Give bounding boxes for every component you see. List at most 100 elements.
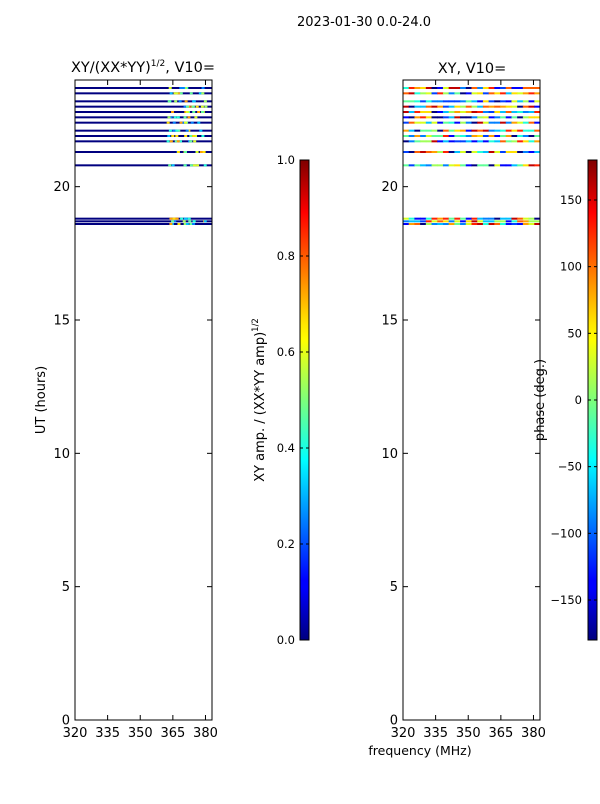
data-cell <box>166 140 170 143</box>
data-cell <box>500 164 507 167</box>
data-cell <box>425 111 433 113</box>
data-cell <box>482 100 490 103</box>
data-cell <box>477 116 484 119</box>
data-cell <box>199 129 203 132</box>
data-cell <box>534 140 541 143</box>
data-cell <box>408 105 415 108</box>
data-cell <box>442 92 450 95</box>
data-cell <box>511 151 518 153</box>
data-cell <box>185 129 189 132</box>
data-cell <box>471 223 478 225</box>
data-cell <box>192 223 196 225</box>
data-cell <box>185 105 189 108</box>
data-cell <box>194 116 198 119</box>
data-cell <box>192 111 196 113</box>
data-cell <box>505 135 512 137</box>
data-cell <box>465 87 472 89</box>
data-cell <box>511 121 518 124</box>
data-cell <box>425 164 433 167</box>
data-cell <box>522 100 530 103</box>
data-cell <box>505 129 512 132</box>
data-cell <box>494 100 501 103</box>
data-cell <box>500 223 507 225</box>
data-cell <box>425 223 433 225</box>
data-cell <box>534 220 541 223</box>
data-cell <box>172 129 176 132</box>
data-cell <box>414 87 421 89</box>
data-cell <box>414 135 421 137</box>
data-cell <box>420 121 427 124</box>
data-cell <box>201 135 205 137</box>
colorbar-tick-label: 0.6 <box>277 345 295 359</box>
data-cell <box>420 92 427 95</box>
data-cell <box>437 140 444 143</box>
data-cell <box>448 135 455 137</box>
data-cell <box>403 129 410 132</box>
data-cell <box>454 121 461 124</box>
data-cell <box>471 92 478 95</box>
data-cell <box>494 116 501 119</box>
data-cell <box>174 140 178 143</box>
data-cell <box>425 217 433 220</box>
data-cell <box>442 151 450 153</box>
data-cell <box>201 92 205 95</box>
phase-panel-title: XY, V10= <box>438 61 507 77</box>
data-cell <box>420 220 427 223</box>
y-tick-label: 10 <box>53 447 70 462</box>
data-cell <box>437 164 444 167</box>
data-cell <box>403 121 410 124</box>
data-cell <box>500 100 507 103</box>
data-cell <box>500 92 507 95</box>
data-cell <box>500 116 507 119</box>
data-cell <box>528 116 535 119</box>
data-cell <box>420 223 427 225</box>
data-cell <box>500 217 507 220</box>
data-cell <box>198 92 202 95</box>
data-cell <box>522 135 530 137</box>
data-cell <box>197 121 201 124</box>
data-cell <box>477 135 484 137</box>
data-cell <box>403 87 410 89</box>
data-cell <box>442 87 450 89</box>
data-cell <box>500 105 507 108</box>
data-cell <box>460 100 467 103</box>
colorbar-tick-label: −150 <box>550 593 582 607</box>
data-cell <box>194 135 198 137</box>
data-cell <box>488 140 495 143</box>
data-cell <box>425 140 433 143</box>
data-cell <box>437 87 444 89</box>
data-cell <box>517 92 524 95</box>
data-cell <box>517 217 524 220</box>
x-tick-label: 365 <box>160 726 185 741</box>
data-cell <box>505 164 512 167</box>
data-cell <box>184 121 188 124</box>
data-cell <box>403 151 410 153</box>
data-cell <box>420 164 427 167</box>
data-cell <box>173 220 177 223</box>
data-cell <box>176 151 180 153</box>
data-cell <box>177 129 181 132</box>
data-cell <box>437 129 444 132</box>
data-cell <box>448 140 455 143</box>
data-cell <box>408 140 415 143</box>
data-cell <box>477 87 484 89</box>
data-cell <box>522 140 530 143</box>
data-cell <box>454 87 461 89</box>
data-cell <box>465 135 472 137</box>
data-cell <box>477 100 484 103</box>
data-cell <box>187 217 191 220</box>
amplitude-plot-frame <box>74 79 213 721</box>
phase-xlabel: frequency (MHz) <box>368 743 471 758</box>
data-cell <box>408 135 415 137</box>
data-cell <box>454 220 461 223</box>
data-cell <box>431 164 438 167</box>
data-cell <box>505 111 512 113</box>
data-cell <box>482 116 490 119</box>
data-cell <box>180 217 184 220</box>
data-cell <box>494 111 501 113</box>
data-cell <box>500 129 507 132</box>
data-cell <box>505 87 512 89</box>
data-cell <box>414 129 421 132</box>
data-cell <box>488 105 495 108</box>
data-cell <box>511 116 518 119</box>
